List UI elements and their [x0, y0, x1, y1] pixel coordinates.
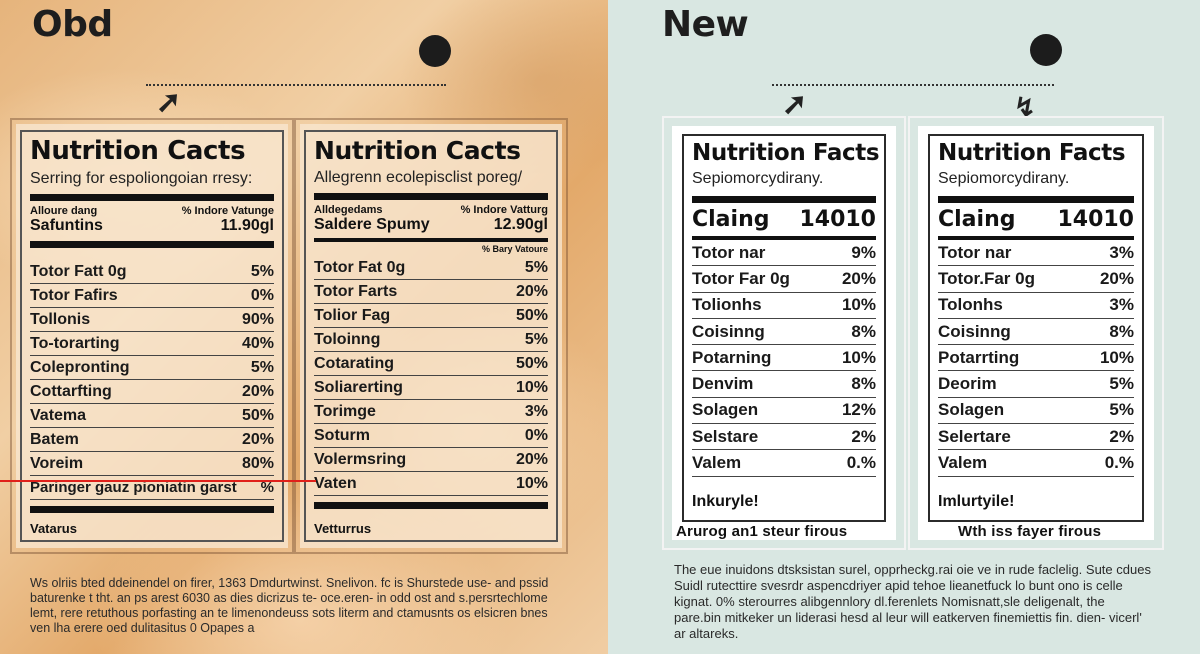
serving-row: Saldere Spumy 12.90gl [314, 216, 548, 233]
nutrient-row: Totor Far 0g 20% [692, 266, 876, 293]
nutrient-row: Valem 0.% [938, 450, 1134, 477]
nutrient-row: Deorim 5% [938, 371, 1134, 398]
nutrient-row: Cottarfting 20% [30, 380, 274, 404]
new-dotted-line [772, 84, 1054, 86]
label-header: Alldegedams % Indore Vatturg [314, 204, 548, 216]
label-footer: Inkuryle! [692, 492, 759, 510]
label-header: Allоure dang % Indore Vatunge [30, 205, 274, 217]
label-title: Nutrition Cacts [314, 136, 521, 165]
red-highlight-line [0, 480, 316, 482]
new-nutrition-label-b: Nutrition Facts Sepiomorcydirany. Claing… [908, 116, 1164, 550]
new-label-a-caption: Arurog an1 steur firous [676, 523, 848, 540]
label-footer: Vatarus [30, 521, 77, 536]
nutrient-row: Soturm 0% [314, 424, 548, 448]
new-dot-marker [1030, 34, 1062, 66]
label-footer: Vetturrus [314, 521, 372, 536]
daily-value-note: % Bary Vatoure [481, 244, 548, 254]
nutrient-row: Coisinng 8% [938, 319, 1134, 346]
nutrient-row: Selstare 2% [692, 424, 876, 451]
nutrient-row: Batem 20% [30, 428, 274, 452]
nutrient-row: Totor Farts 20% [314, 280, 548, 304]
up-right-arrow-icon: ➚ [156, 86, 182, 119]
nutrient-row: To-torarting 40% [30, 332, 274, 356]
nutrient-row: Tollonis 90% [30, 308, 274, 332]
label-subtitle: Serring for espoliongoian rresy: [30, 170, 253, 187]
old-nutrition-label-b: Nutrition Cacts Allegrenn ecolepisclist … [294, 118, 568, 554]
old-dot-marker [419, 35, 451, 67]
up-right-arrow-icon: ➚ [782, 88, 808, 121]
calories-row: Claing 14010 [938, 207, 1134, 232]
label-title: Nutrition Facts [692, 140, 880, 166]
label-subtitle: Allegrenn ecolepisclist poreg/ [314, 169, 523, 186]
label-title: Nutrition Cacts [30, 136, 246, 166]
new-heading: New [662, 4, 749, 45]
nutrient-row: Vatema 50% [30, 404, 274, 428]
serving-row: Safuntins 11.90gl [30, 217, 274, 234]
new-label-b-caption: Wth iss fayer firous [958, 523, 1102, 540]
nutrient-row: Soliarerting 10% [314, 376, 548, 400]
nutrient-row: Paringer gauz pioniatin garst% [30, 476, 274, 500]
nutrient-row: Coisinng 8% [692, 319, 876, 346]
nutrient-row: Tolonhs 3% [938, 293, 1134, 319]
new-description: The eue inuidons dtsksistan surel, opprh… [674, 562, 1151, 641]
new-panel: New ➚ ↯ Nutrition Facts Sepiomorcydirany… [608, 0, 1200, 654]
old-description: Ws olriis bted ddeinendel on firer, 1363… [30, 576, 549, 635]
nutrient-row: Totor.Far 0g 20% [938, 266, 1134, 293]
nutrient-row: Vaten 10% [314, 472, 548, 496]
new-nutrition-label-a: Nutrition Facts Sepiomorcydirany. Claing… [662, 116, 906, 550]
nutrient-row: Tolior Fag 50% [314, 304, 548, 328]
nutrient-row: Volermsring 20% [314, 448, 548, 472]
nutrient-row: Totor Fafirs 0% [30, 284, 274, 308]
label-subtitle: Sepiomorcydirany. [938, 170, 1070, 187]
nutrient-row: Cotarating 50% [314, 352, 548, 376]
nutrient-row: Totor Fat 0g 5% [314, 256, 548, 280]
nutrient-row: Selertare 2% [938, 424, 1134, 451]
old-nutrition-label-a: Nutrition Cacts Serring for espoliongoia… [10, 118, 294, 554]
nutrient-row: Potarning 10% [692, 345, 876, 372]
nutrient-row: Tolionhs 10% [692, 293, 876, 319]
old-panel: Obd ➚ Nutrition Cacts Serring for espoli… [0, 0, 608, 654]
nutrient-row: Totor Fatt 0g 5% [30, 260, 274, 284]
nutrient-row: Valem 0.% [692, 450, 876, 477]
nutrient-row: Toloinng 5% [314, 328, 548, 352]
zigzag-arrow-icon: ↯ [1014, 92, 1036, 122]
nutrient-row: Denvim 8% [692, 371, 876, 398]
nutrient-row: Totor nar 9% [692, 240, 876, 267]
label-subtitle: Sepiomorcydirany. [692, 170, 824, 187]
old-heading: Obd [32, 4, 113, 45]
nutrient-row: Potarrting 10% [938, 345, 1134, 372]
nutrient-row: Colepronting 5% [30, 356, 274, 380]
label-footer: Imlurtyile! [938, 492, 1015, 510]
nutrient-row: Solagen 5% [938, 398, 1134, 425]
nutrient-row: Totor nar 3% [938, 240, 1134, 267]
nutrient-row: Voreim 80% [30, 452, 274, 476]
label-title: Nutrition Facts [938, 140, 1126, 166]
nutrient-row: Torimge 3% [314, 400, 548, 424]
calories-row: Claing 14010 [692, 207, 876, 232]
old-dotted-line [146, 84, 446, 86]
nutrient-row: Solagen 12% [692, 398, 876, 425]
